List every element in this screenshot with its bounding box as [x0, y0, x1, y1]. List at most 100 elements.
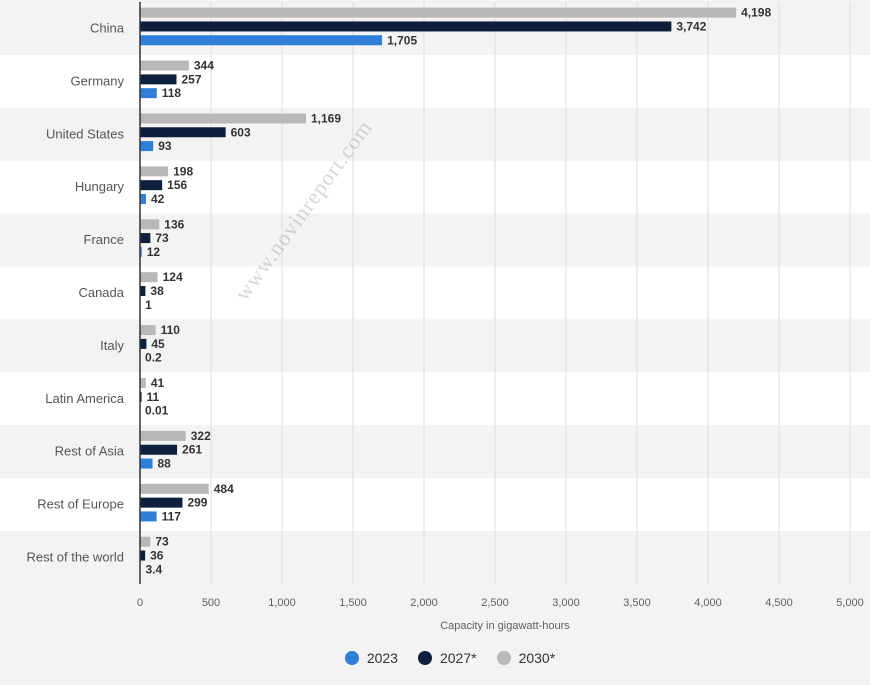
x-tick-label: 1,000: [268, 597, 296, 609]
bar-hungary-2030: [140, 166, 169, 177]
legend-item-2023[interactable]: 2023: [344, 650, 398, 666]
legend-label-2027: 2027*: [439, 650, 477, 666]
row-band: [0, 531, 870, 584]
x-tick-label: 500: [202, 597, 220, 609]
data-label: 45: [151, 337, 165, 351]
row-band: [0, 425, 870, 479]
bar-latin-america-2030: [140, 378, 146, 389]
data-label: 88: [157, 457, 171, 471]
x-tick-label: 4,500: [765, 597, 793, 609]
legend-label-2030: 2030*: [518, 650, 556, 666]
data-label: 0.2: [145, 351, 162, 365]
bar-canada-2027: [140, 286, 146, 296]
data-label: 4,198: [741, 6, 771, 20]
bar-rest-of-asia-2030: [140, 430, 186, 441]
data-label: 1,169: [311, 111, 341, 125]
x-tick-label: 3,000: [552, 597, 580, 609]
legend: 2023 2027* 2030*: [0, 650, 870, 666]
bar-france-2027: [140, 233, 151, 244]
bar-canada-2030: [140, 272, 158, 283]
bar-latin-america-2027: [140, 391, 142, 402]
category-label: Italy: [100, 338, 124, 353]
row-band: [0, 160, 870, 214]
row-band: [0, 319, 870, 373]
row-band: [0, 372, 870, 426]
category-label: Rest of Asia: [55, 444, 125, 459]
data-label: 322: [191, 429, 211, 443]
bar-united-states-2027: [140, 127, 226, 138]
data-label: 124: [163, 270, 183, 284]
bar-rest-of-asia-2027: [140, 444, 178, 455]
category-label: Canada: [78, 285, 124, 300]
data-label: 344: [194, 59, 214, 73]
bar-united-states-2023: [140, 141, 154, 152]
bar-rest-of-the-world-2027: [140, 550, 146, 561]
legend-label-2023: 2023: [366, 650, 398, 666]
legend-item-2027[interactable]: 2027*: [417, 650, 477, 666]
x-tick-label: 5,000: [836, 597, 864, 609]
x-tick-label: 3,500: [623, 597, 651, 609]
data-label: 198: [173, 164, 193, 178]
category-label: Latin America: [45, 391, 125, 406]
x-tick-label: 2,500: [481, 597, 509, 609]
row-band: [0, 213, 870, 267]
bar-china-2027: [140, 21, 672, 32]
data-label: 3.4: [145, 562, 162, 576]
bar-rest-of-the-world-2030: [140, 536, 151, 547]
x-tick-label: 0: [137, 597, 143, 609]
data-label: 42: [151, 192, 165, 206]
data-label: 156: [167, 178, 187, 192]
data-label: 73: [155, 231, 169, 245]
row-band: [0, 266, 870, 320]
row-band: [0, 107, 870, 161]
data-label: 3,742: [676, 19, 706, 33]
bar-rest-of-europe-2030: [140, 483, 209, 494]
row-band: [0, 478, 870, 532]
bar-france-2023: [140, 246, 142, 257]
category-label: France: [84, 232, 124, 247]
data-label: 118: [162, 86, 182, 100]
data-label: 110: [161, 323, 181, 337]
bar-italy-2030: [140, 325, 156, 336]
category-label: United States: [46, 126, 125, 141]
category-label: Hungary: [75, 179, 125, 194]
bar-germany-2023: [140, 88, 157, 99]
bar-rest-of-europe-2023: [140, 511, 157, 522]
bar-italy-2027: [140, 338, 147, 349]
category-label: Germany: [71, 73, 125, 88]
x-tick-label: 2,000: [410, 597, 438, 609]
bar-hungary-2023: [140, 193, 146, 204]
legend-marker-2027: [417, 651, 432, 665]
data-label: 41: [151, 376, 165, 390]
bar-germany-2027: [140, 74, 177, 85]
legend-item-2030[interactable]: 2030*: [496, 650, 556, 666]
category-label: Rest of Europe: [37, 497, 124, 512]
data-label: 93: [158, 139, 172, 153]
x-tick-label: 1,500: [339, 597, 367, 609]
bar-germany-2030: [140, 60, 189, 71]
category-label: China: [90, 20, 125, 35]
x-axis-title: Capacity in gigawatt-hours: [440, 620, 570, 632]
data-label: 484: [214, 482, 234, 496]
data-label: 36: [150, 549, 164, 563]
x-tick-label: 4,000: [694, 597, 722, 609]
data-label: 299: [187, 496, 207, 510]
bar-rest-of-europe-2027: [140, 497, 183, 508]
data-label: 257: [181, 72, 201, 86]
category-label: Rest of the world: [26, 550, 124, 565]
data-label: 117: [162, 509, 182, 523]
data-label: 1: [145, 298, 152, 312]
data-label: 11: [147, 390, 160, 404]
data-label: 136: [164, 217, 184, 231]
data-label: 73: [155, 535, 169, 549]
bar-france-2030: [140, 219, 160, 230]
data-label: 38: [150, 284, 164, 298]
legend-marker-2023: [344, 651, 359, 665]
bar-china-2030: [140, 7, 737, 18]
data-label: 603: [231, 125, 251, 139]
bar-united-states-2030: [140, 113, 306, 124]
bar-china-2023: [140, 35, 383, 46]
row-band: [0, 54, 870, 108]
